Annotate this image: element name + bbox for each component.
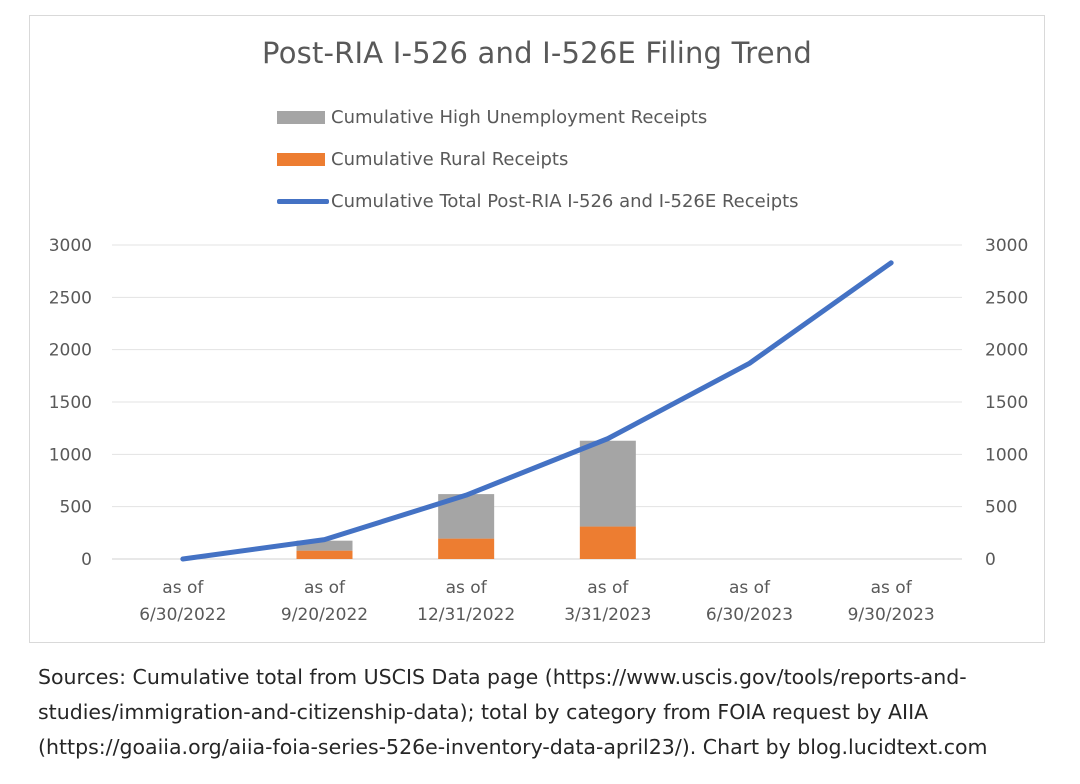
bar-segment [579, 526, 636, 559]
legend-swatch-gray [277, 110, 325, 124]
y-tick-label-left: 3000 [49, 236, 92, 256]
x-tick-label: as of [729, 578, 771, 598]
y-tick-label-left: 1500 [49, 393, 92, 413]
y-tick-label-right: 1000 [985, 445, 1028, 465]
x-tick-label: 6/30/2022 [139, 605, 226, 625]
legend-item-rural: Cumulative Rural Receipts [277, 148, 568, 170]
x-tick-label: as of [304, 578, 346, 598]
sources-line: Sources: Cumulative total from USCIS Dat… [38, 665, 967, 689]
chart-plot: 0 0 500 500 1000 1000 1500 1500 2000 2000 2500 2500… [49, 236, 1029, 625]
x-tick-label: 9/30/2023 [848, 605, 935, 625]
sources-note: Sources: Cumulative total from USCIS Dat… [38, 660, 1073, 765]
x-tick-label: as of [587, 578, 629, 598]
y-tick-label-right: 500 [985, 498, 1017, 518]
legend-item-high-unemployment: Cumulative High Unemployment Receipts [277, 106, 707, 128]
y-tick-label-left: 2500 [49, 288, 92, 308]
x-tick-label: 12/31/2022 [417, 605, 515, 625]
legend-label: Cumulative Rural Receipts [331, 148, 569, 170]
legend-line-blue [277, 198, 329, 204]
x-tick-label: as of [446, 578, 488, 598]
bar-segment [438, 538, 495, 559]
sources-line: (https://goaiia.org/aiia-foia-series-526… [38, 735, 988, 759]
y-tick-label-right: 2500 [985, 288, 1028, 308]
y-tick-label-left: 2000 [49, 341, 92, 361]
legend-label: Cumulative High Unemployment Receipts [331, 106, 708, 128]
chart-title: Post-RIA I-526 and I-526E Filing Trend [262, 36, 812, 70]
bar-segment [579, 440, 636, 527]
y-tick-label-right: 2000 [985, 341, 1028, 361]
sources-line: studies/immigration-and-citizenship-data… [38, 700, 929, 724]
legend-item-total: Cumulative Total Post-RIA I-526 and I-52… [277, 190, 799, 212]
x-tick-label: 3/31/2023 [564, 605, 651, 625]
x-tick-label: as of [162, 578, 204, 598]
bar-segment [296, 540, 353, 551]
legend-swatch-orange [277, 152, 325, 166]
x-tick-label: 9/20/2022 [281, 605, 368, 625]
series-line [180, 260, 894, 562]
y-tick-label-right: 3000 [985, 236, 1028, 256]
chart-frame [29, 15, 1045, 643]
y-tick-label-left: 1000 [49, 445, 92, 465]
legend-label: Cumulative Total Post-RIA I-526 and I-52… [331, 190, 799, 212]
y-tick-label-right: 0 [985, 550, 996, 570]
y-tick-label-right: 1500 [985, 393, 1028, 413]
x-tick-label: 6/30/2023 [706, 605, 793, 625]
bar-segment [296, 550, 353, 559]
y-tick-label-left: 500 [60, 498, 92, 518]
y-tick-label-left: 0 [81, 550, 92, 570]
x-tick-label: as of [871, 578, 913, 598]
